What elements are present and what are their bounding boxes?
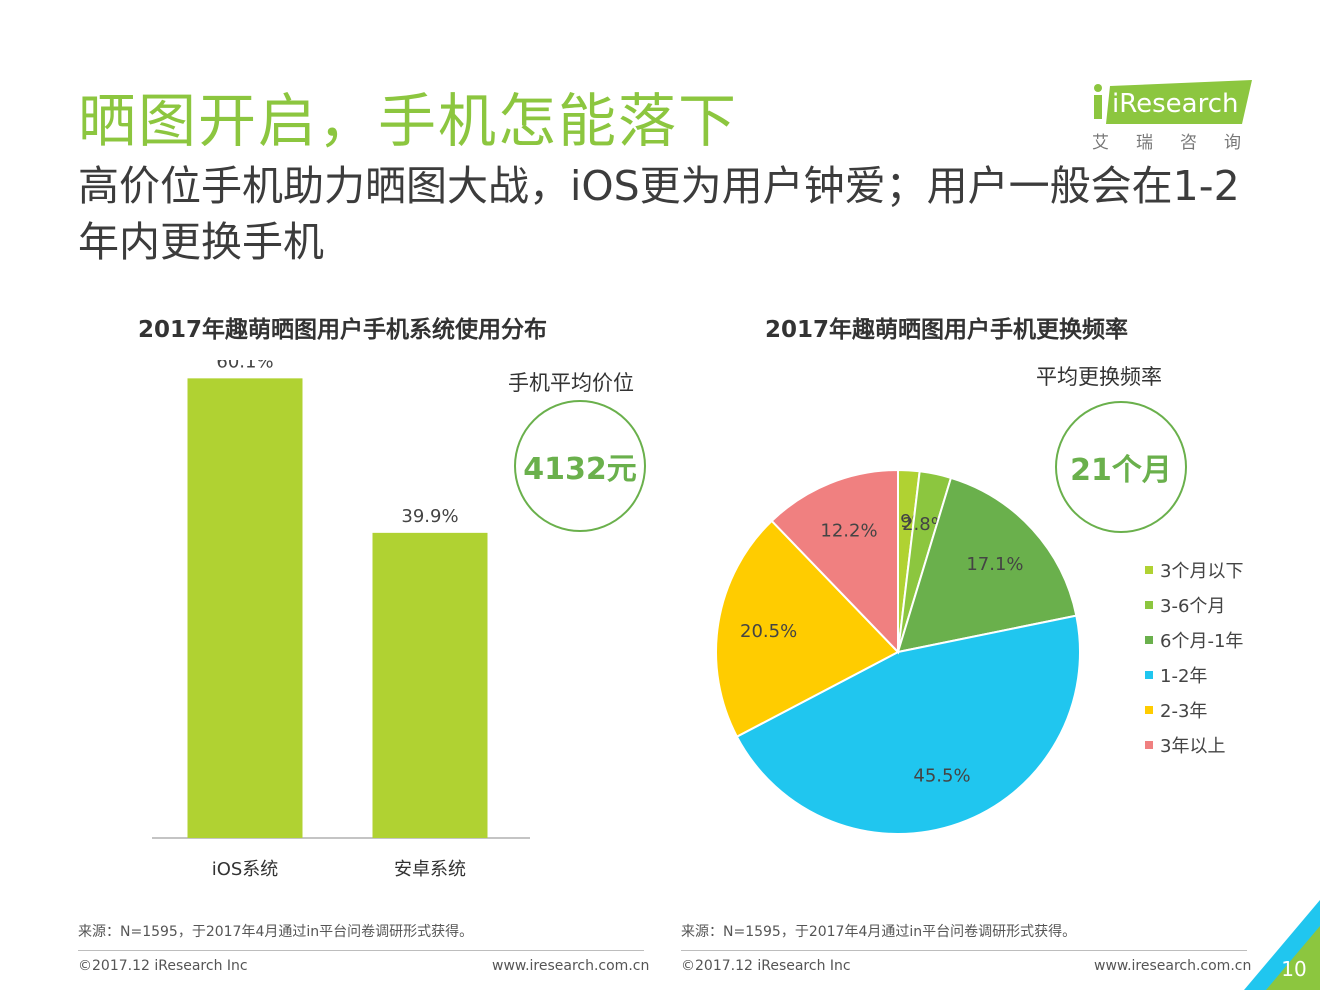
bar-1 xyxy=(372,532,488,838)
pie-slice-2 xyxy=(896,476,1078,654)
pie-value-label: 20.5% xyxy=(740,621,797,642)
legend-label: 2-3年 xyxy=(1160,700,1208,722)
bar-chart: 60.1% iOS系统 39.9% 安卓系统 xyxy=(152,360,530,880)
legend-swatch xyxy=(1145,705,1153,714)
right-source: 来源：N=1595，于2017年4月通过in平台问卷调研形式获得。 xyxy=(681,924,1077,940)
legend-swatch xyxy=(1145,740,1153,749)
bar-category-label: iOS系统 xyxy=(212,859,279,880)
pie-value-label: 45.5% xyxy=(913,765,970,786)
legend-item: 3个月以下 xyxy=(1145,552,1243,587)
bar-value-label: 39.9% xyxy=(401,506,458,527)
legend-label: 3年以上 xyxy=(1160,735,1226,757)
bar-category-label: 安卓系统 xyxy=(394,859,466,880)
legend-item: 3年以上 xyxy=(1145,727,1243,762)
bar-value-label: 60.1% xyxy=(216,360,273,372)
bar-0 xyxy=(187,378,303,838)
legend-item: 1-2年 xyxy=(1145,657,1243,692)
legend-label: 3-6个月 xyxy=(1160,595,1226,617)
logo-cn: 艾瑞咨询 xyxy=(1092,133,1268,153)
price-value: 4132元 xyxy=(523,452,637,487)
right-website: www.iresearch.com.cn xyxy=(1094,958,1252,974)
left-source: 来源：N=1595，于2017年4月通过in平台问卷调研形式获得。 xyxy=(78,924,474,940)
bar-chart-title: 2017年趣萌晒图用户手机系统使用分布 xyxy=(138,317,548,343)
left-copyright: ©2017.12 iResearch Inc xyxy=(78,958,248,974)
logo-word-text: iResearch xyxy=(1112,89,1238,119)
logo-banner xyxy=(1106,80,1252,124)
legend-item: 6个月-1年 xyxy=(1145,622,1243,657)
page-corner: 10 xyxy=(1244,900,1320,990)
page-subtitle: 高价位手机助力晒图大战，iOS更为用户钟爱；用户一般会在1-2年内更换手机 xyxy=(78,162,1240,266)
corner-green xyxy=(1266,926,1320,990)
legend-swatch xyxy=(1145,565,1153,574)
freq-value: 21个月 xyxy=(1070,453,1172,488)
pie-legend: 3个月以下 3-6个月 6个月-1年 1-2年 2-3年 3年以上 xyxy=(1145,552,1243,762)
logo-i-stem xyxy=(1094,95,1102,119)
iresearch-logo: iResearch xyxy=(1094,80,1252,124)
legend-swatch xyxy=(1145,670,1153,679)
price-label: 手机平均价位 xyxy=(508,371,634,395)
legend-item: 3-6个月 xyxy=(1145,587,1243,622)
freq-label: 平均更换频率 xyxy=(1036,365,1162,389)
price-circle: 4132元 xyxy=(514,400,646,532)
right-divider xyxy=(681,950,1247,951)
left-divider xyxy=(78,950,644,951)
pie-chart-title: 2017年趣萌晒图用户手机更换频率 xyxy=(765,317,1129,343)
page-number: 10 xyxy=(1281,957,1306,981)
left-website: www.iresearch.com.cn xyxy=(492,958,650,974)
legend-label: 6个月-1年 xyxy=(1160,630,1244,652)
legend-label: 3个月以下 xyxy=(1160,560,1244,582)
pie-slice-3 xyxy=(735,614,1081,835)
pie-slice-5 xyxy=(770,468,899,655)
freq-circle: 21个月 xyxy=(1055,401,1187,533)
legend-swatch xyxy=(1145,600,1153,609)
pie-value-label: 17.1% xyxy=(966,554,1023,575)
legend-swatch xyxy=(1145,635,1153,644)
logo-i-dot xyxy=(1094,84,1102,92)
legend-label: 1-2年 xyxy=(1160,665,1208,687)
legend-item: 2-3年 xyxy=(1145,692,1243,727)
page-title: 晒图开启，手机怎能落下 xyxy=(78,87,739,155)
right-copyright: ©2017.12 iResearch Inc xyxy=(681,958,851,974)
pie-chart: 1.9%2.8%17.1%45.5%20.5%12.2% xyxy=(715,468,1081,835)
pie-value-label: 12.2% xyxy=(820,520,877,541)
pie-slice-4 xyxy=(715,519,900,739)
